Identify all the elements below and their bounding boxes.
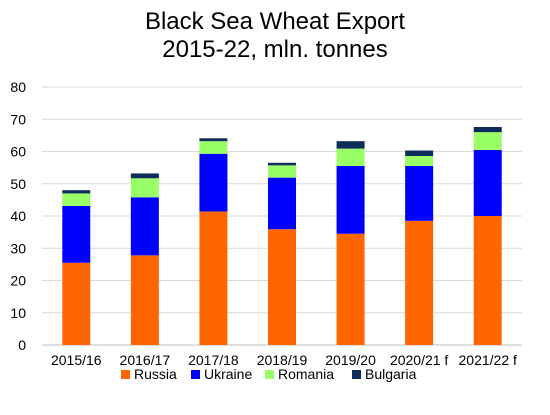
- bar-bulgaria: [268, 162, 296, 166]
- y-tick-label: 70: [10, 111, 26, 127]
- bar-ukraine: [268, 177, 296, 230]
- bar-russia: [336, 233, 365, 345]
- legend-label-romania: Romania: [278, 366, 334, 382]
- bar-ukraine: [199, 153, 228, 212]
- bar-bulgaria: [405, 150, 434, 157]
- bar-bulgaria: [199, 138, 228, 142]
- y-tick-label: 60: [10, 144, 26, 160]
- bar-russia: [199, 211, 228, 345]
- x-tick-label: 2015/16: [51, 352, 102, 368]
- legend-label-ukraine: Ukraine: [204, 366, 252, 382]
- y-tick-label: 20: [10, 273, 26, 289]
- y-tick-label: 10: [10, 305, 26, 321]
- bar-romania: [130, 178, 159, 198]
- y-tick-label: 50: [10, 176, 26, 192]
- bar-ukraine: [130, 197, 159, 256]
- bar-bulgaria: [336, 141, 365, 149]
- bar-russia: [405, 220, 434, 345]
- bar-russia: [130, 255, 159, 345]
- y-tick-label: 30: [10, 240, 26, 256]
- bar-romania: [336, 148, 365, 167]
- x-tick-label: 2020/21 f: [390, 352, 448, 368]
- y-tick-label: 80: [10, 79, 26, 95]
- y-tick-label: 40: [10, 208, 26, 224]
- x-tick-label: 2019/20: [325, 352, 376, 368]
- bar-russia: [62, 262, 91, 345]
- bar-romania: [473, 132, 502, 150]
- bar-ukraine: [405, 166, 434, 221]
- bar-ukraine: [473, 149, 502, 216]
- x-tick-label: 2017/18: [188, 352, 239, 368]
- x-tick-label: 2018/19: [257, 352, 308, 368]
- bar-bulgaria: [130, 173, 159, 179]
- legend-swatch-bulgaria: [352, 370, 361, 379]
- legend-swatch-ukraine: [191, 370, 200, 379]
- bar-romania: [199, 141, 228, 154]
- bar-romania: [268, 165, 296, 178]
- y-tick-label: 0: [18, 337, 26, 353]
- x-tick-label: 2021/22 f: [459, 352, 517, 368]
- bar-ukraine: [336, 166, 365, 234]
- bar-bulgaria: [473, 126, 502, 133]
- x-tick-label: 2016/17: [120, 352, 171, 368]
- bar-russia: [268, 229, 296, 345]
- chart-title-line-1: Black Sea Wheat Export: [144, 8, 406, 35]
- bar-bulgaria: [62, 190, 91, 194]
- legend-swatch-romania: [265, 370, 274, 379]
- bar-russia: [473, 216, 502, 345]
- bar-ukraine: [62, 206, 91, 263]
- chart-title-line-2: 2015-22, mln. tonnes: [162, 36, 388, 63]
- bar-romania: [62, 193, 91, 207]
- legend-label-russia: Russia: [134, 366, 177, 382]
- legend-swatch-russia: [121, 370, 130, 379]
- legend-label-bulgaria: Bulgaria: [365, 366, 417, 382]
- bar-romania: [405, 156, 434, 167]
